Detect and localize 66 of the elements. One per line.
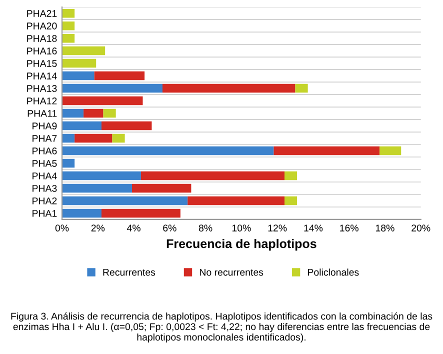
x-tick-label: 12% [268, 224, 287, 232]
bar [101, 121, 152, 130]
x-tick-label: 4% [126, 224, 140, 232]
bar [62, 21, 75, 30]
y-tick-label: PHA21 [27, 10, 57, 17]
bar [62, 96, 143, 106]
y-tick-label: PHA18 [27, 35, 57, 42]
bar [101, 208, 180, 218]
bar [62, 184, 132, 193]
x-tick-label: 2% [91, 224, 105, 232]
y-tick-label: PHA2 [32, 197, 57, 204]
bar [62, 171, 141, 180]
legend-label: Recurrentes [103, 268, 156, 276]
bar [84, 108, 104, 118]
x-tick-label: 18% [376, 224, 394, 232]
y-tick-label: PHA11 [28, 110, 57, 117]
y-tick-label: PHA20 [27, 22, 57, 30]
bar [112, 134, 125, 143]
y-tick-label: PHA7 [32, 135, 57, 142]
x-tick-label: 10% [232, 224, 251, 232]
bar [188, 196, 284, 206]
y-tick-label: PHA9 [32, 122, 57, 130]
bar [62, 71, 94, 80]
x-tick-label: 14% [304, 224, 323, 232]
bar [62, 121, 102, 130]
bar [94, 71, 145, 80]
x-tick-label: 0% [55, 224, 69, 232]
bar [295, 84, 308, 93]
bar [62, 8, 75, 18]
y-tick-label: PHA3 [32, 184, 57, 192]
y-tick-label: PHA1 [32, 210, 57, 217]
y-tick-label: PHA15 [27, 60, 57, 67]
bar [62, 34, 75, 43]
x-tick-label: 6% [163, 224, 176, 232]
bar [162, 84, 296, 93]
bar [284, 171, 298, 180]
x-tick-label: 20% [412, 224, 430, 232]
legend-label: No recurrentes [200, 268, 264, 276]
bar [62, 146, 274, 156]
y-tick-label: PHA5 [32, 160, 57, 167]
bar [62, 46, 106, 56]
bar [62, 84, 162, 93]
bar [62, 196, 188, 206]
bar [74, 134, 112, 143]
bar [274, 146, 380, 156]
bar [62, 134, 75, 143]
bar [132, 184, 192, 193]
x-tick-label: 16% [340, 224, 358, 232]
y-tick-label: PHA12 [27, 98, 57, 104]
legend-label: Policlonales [308, 268, 359, 276]
y-tick-label: PHA16 [27, 48, 57, 54]
y-tick-label: PHA14 [27, 72, 57, 80]
y-tick-label: PHA4 [32, 172, 57, 180]
bar [284, 196, 298, 206]
bar [140, 171, 284, 180]
text: Figura 3. Análisis de recurrencia de haplotipos. Haplotipos identificados con la combinación de las enzimas Hha I + Alu I. (α=0,05; Fp: 0,0023 < Ft: 4,22; no hay diferencias entre las frecuencias de haplotipos monoclonales identificados). [11, 312, 432, 343]
bar [62, 208, 102, 218]
bar [62, 158, 75, 168]
y-tick-label: PHA13 [27, 85, 57, 92]
y-tick-label: PHA6 [32, 147, 57, 154]
bar [62, 58, 96, 68]
bar [103, 108, 116, 118]
x-axis-title: Frecuencia de haplotipos [166, 238, 316, 251]
bar [380, 146, 402, 156]
bar [62, 108, 84, 118]
x-tick-label: 8% [198, 224, 212, 232]
